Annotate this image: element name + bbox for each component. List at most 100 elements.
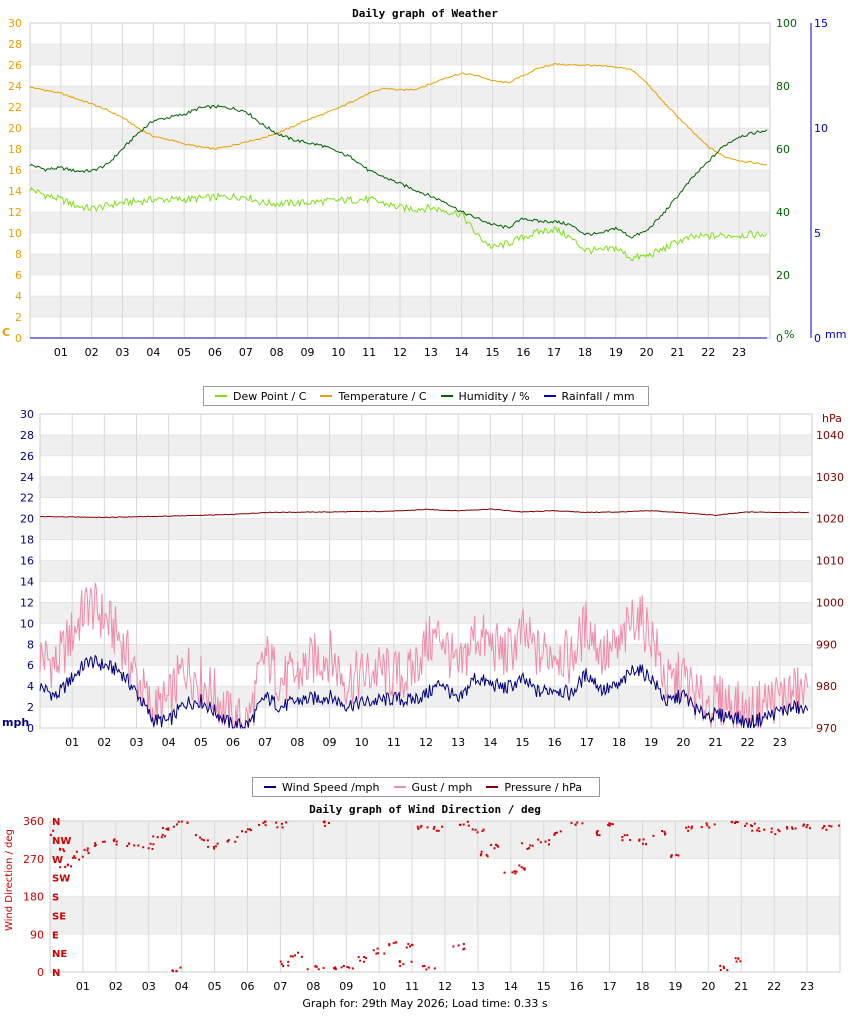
direction-point	[175, 823, 178, 826]
x-tick-label: 06	[208, 346, 222, 359]
pressure-tick-label: 1020	[816, 513, 844, 526]
legend-swatch	[440, 395, 453, 397]
pressure-tick-label: 1040	[816, 429, 844, 442]
direction-point	[214, 845, 217, 848]
direction-point	[64, 865, 67, 868]
direction-point	[705, 822, 708, 825]
x-tick-label: 22	[767, 980, 781, 993]
direction-point	[522, 867, 525, 870]
direction-point	[529, 844, 532, 847]
pressure-tick-label: 970	[816, 722, 837, 735]
direction-point	[306, 968, 309, 971]
direction-point	[322, 966, 325, 969]
temp-tick-label: 16	[8, 164, 22, 177]
rain-tick-label: 10	[814, 122, 828, 135]
x-tick-label: 03	[130, 736, 144, 749]
rain-tick-label: 5	[814, 227, 821, 240]
direction-point	[362, 960, 365, 963]
direction-point	[828, 824, 831, 827]
direction-point	[690, 827, 693, 830]
x-tick-label: 21	[671, 346, 685, 359]
direction-point	[790, 826, 793, 829]
dew-point-line	[29, 186, 768, 262]
direction-point	[398, 960, 401, 963]
direction-point	[258, 823, 261, 826]
direction-point	[838, 824, 841, 827]
direction-point	[548, 839, 551, 842]
x-tick-label: 03	[116, 346, 130, 359]
direction-point	[514, 872, 517, 875]
direction-point	[722, 965, 725, 968]
legend-label: Temperature / C	[338, 389, 427, 403]
direction-point	[78, 858, 81, 861]
x-tick-label: 20	[640, 346, 654, 359]
direction-point	[791, 827, 794, 830]
wind-plot-border	[39, 413, 813, 729]
direction-point	[457, 944, 460, 947]
direction-point	[553, 833, 556, 836]
direction-point	[137, 844, 140, 847]
direction-tick-label: 0	[37, 966, 44, 979]
direction-point	[388, 944, 391, 947]
wind-tick-label: 14	[20, 575, 34, 588]
direction-point	[226, 839, 229, 842]
direction-point	[416, 825, 419, 828]
direction-point	[334, 967, 337, 970]
x-tick-label: 17	[603, 980, 617, 993]
direction-point	[751, 829, 754, 832]
direction-point	[365, 957, 368, 960]
direction-point	[236, 836, 239, 839]
compass-label: N	[52, 817, 60, 828]
direction-point	[151, 847, 154, 850]
wind-tick-label: 16	[20, 555, 34, 568]
legend-swatch	[215, 395, 227, 397]
direction-point	[756, 829, 759, 832]
wind-tick-label: 24	[20, 471, 34, 484]
x-tick-label: 07	[258, 736, 272, 749]
direction-point	[94, 842, 97, 845]
x-tick-label: 12	[419, 736, 433, 749]
direction-point	[280, 822, 283, 825]
wind-tick-label: 2	[27, 701, 34, 714]
direction-point	[81, 855, 84, 858]
wind-tick-label: 10	[20, 617, 34, 630]
direction-point	[167, 828, 170, 831]
direction-point	[490, 844, 493, 847]
direction-point	[778, 830, 781, 833]
humidity-tick-label: 100	[776, 17, 797, 30]
direction-point	[323, 820, 326, 823]
x-tick-label: 04	[162, 736, 176, 749]
x-tick-label: 02	[109, 980, 123, 993]
wind-tick-label: 20	[20, 513, 34, 526]
temp-tick-label: 26	[8, 59, 22, 72]
direction-point	[86, 847, 89, 850]
direction-point	[207, 845, 210, 848]
direction-point	[528, 847, 531, 850]
direction-point	[241, 830, 244, 833]
compass-label: NE	[52, 949, 67, 960]
direction-point	[494, 843, 497, 846]
direction-point	[426, 826, 429, 829]
direction-point	[437, 829, 440, 832]
direction-point	[340, 966, 343, 969]
direction-point	[777, 828, 780, 831]
direction-tick-label: 90	[30, 928, 44, 941]
direction-point	[719, 968, 722, 971]
humidity-tick-label: 40	[776, 206, 790, 219]
direction-point	[786, 826, 789, 829]
pressure-tick-label: 980	[816, 680, 837, 693]
direction-point	[262, 821, 265, 824]
temp-tick-label: 22	[8, 101, 22, 114]
direction-point	[342, 965, 345, 968]
x-tick-label: 09	[339, 980, 353, 993]
direction-point	[291, 955, 294, 958]
direction-point	[93, 844, 96, 847]
direction-point	[644, 843, 647, 846]
direction-point	[596, 830, 599, 833]
direction-point	[751, 825, 754, 828]
direction-point	[388, 943, 391, 946]
direction-point	[126, 844, 129, 847]
direction-point	[452, 945, 455, 948]
wind-tick-label: 0	[27, 722, 34, 735]
direction-point	[830, 825, 833, 828]
